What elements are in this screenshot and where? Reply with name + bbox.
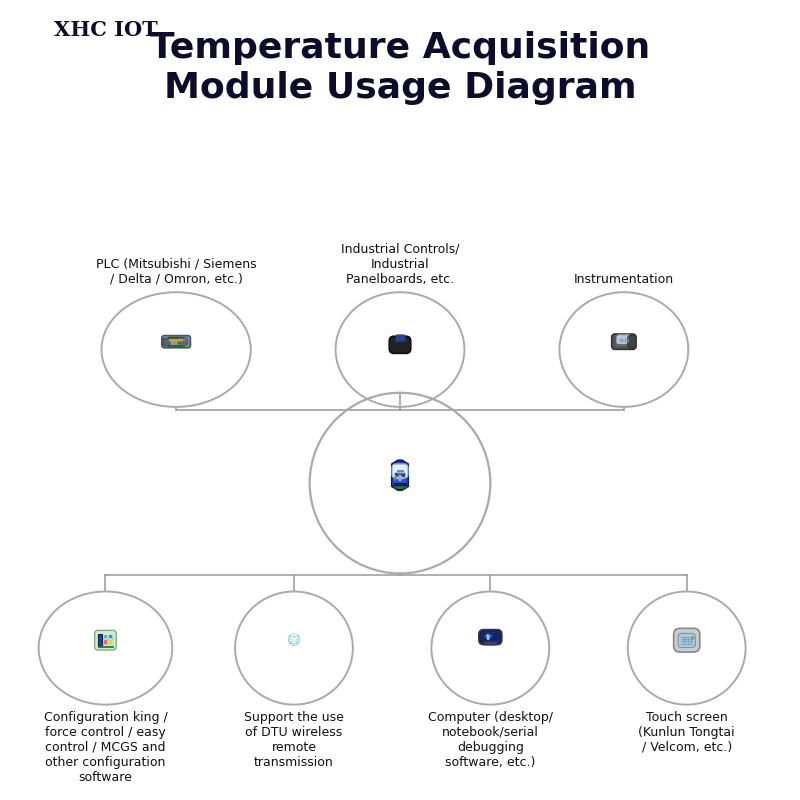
Bar xyxy=(626,344,629,346)
Bar xyxy=(180,337,181,338)
Text: Temperature Acquisition
Module Usage Diagram: Temperature Acquisition Module Usage Dia… xyxy=(150,31,650,105)
Bar xyxy=(108,634,111,638)
FancyBboxPatch shape xyxy=(163,338,170,346)
Circle shape xyxy=(292,634,296,638)
Text: Touch screen
(Kunlun Tongtai
/ Velcom, etc.): Touch screen (Kunlun Tongtai / Velcom, e… xyxy=(638,711,735,754)
FancyBboxPatch shape xyxy=(178,341,188,346)
Circle shape xyxy=(399,475,401,477)
Polygon shape xyxy=(397,336,405,341)
FancyBboxPatch shape xyxy=(392,464,408,478)
Circle shape xyxy=(292,635,294,638)
Text: Support the use
of DTU wireless
remote
transmission: Support the use of DTU wireless remote t… xyxy=(244,711,344,769)
Circle shape xyxy=(394,476,396,477)
Bar xyxy=(178,337,179,338)
Text: Instrumentation: Instrumentation xyxy=(574,273,674,286)
Text: PLC (Mitsubishi / Siemens
/ Delta / Omron, etc.): PLC (Mitsubishi / Siemens / Delta / Omro… xyxy=(96,258,257,286)
Circle shape xyxy=(170,339,171,341)
FancyBboxPatch shape xyxy=(390,336,410,354)
Bar xyxy=(168,345,185,346)
Circle shape xyxy=(401,477,402,478)
Bar xyxy=(403,463,405,465)
FancyBboxPatch shape xyxy=(162,336,190,348)
Circle shape xyxy=(289,634,299,645)
Polygon shape xyxy=(392,461,408,490)
Bar xyxy=(103,639,107,643)
Bar xyxy=(394,465,406,467)
Circle shape xyxy=(178,339,179,341)
Bar xyxy=(400,486,401,488)
Text: Computer (desktop/
notebook/serial
debugging
software, etc.): Computer (desktop/ notebook/serial debug… xyxy=(428,711,553,769)
Circle shape xyxy=(181,339,182,341)
Text: Configuration king /
force control / easy
control / MCGS and
other configuration: Configuration king / force control / eas… xyxy=(43,711,167,784)
Circle shape xyxy=(175,339,177,341)
Bar xyxy=(171,337,173,338)
Text: Industrial Controls/
Industrial
Panelboards, etc.: Industrial Controls/ Industrial Panelboa… xyxy=(341,243,459,286)
FancyBboxPatch shape xyxy=(178,338,188,342)
Bar xyxy=(396,463,397,465)
FancyBboxPatch shape xyxy=(178,339,188,344)
Circle shape xyxy=(693,638,694,639)
Bar xyxy=(400,463,401,465)
Bar xyxy=(399,486,400,488)
Bar xyxy=(624,344,626,346)
Bar xyxy=(108,639,111,643)
Bar xyxy=(399,463,400,465)
Bar xyxy=(618,344,621,346)
Bar xyxy=(170,337,171,338)
Circle shape xyxy=(172,339,174,341)
Bar xyxy=(396,486,397,488)
Bar xyxy=(183,337,184,338)
Bar xyxy=(394,486,395,488)
Polygon shape xyxy=(396,335,406,341)
Bar xyxy=(402,463,403,465)
FancyBboxPatch shape xyxy=(483,638,498,645)
FancyBboxPatch shape xyxy=(617,335,631,344)
Bar xyxy=(177,337,178,338)
Polygon shape xyxy=(394,462,406,488)
Circle shape xyxy=(394,479,396,480)
Circle shape xyxy=(399,477,401,478)
Bar xyxy=(402,486,403,488)
Circle shape xyxy=(399,479,401,480)
Bar xyxy=(175,337,176,338)
FancyBboxPatch shape xyxy=(479,630,502,645)
Circle shape xyxy=(693,637,694,638)
Bar xyxy=(397,486,398,488)
FancyBboxPatch shape xyxy=(94,630,116,650)
FancyBboxPatch shape xyxy=(612,334,636,350)
Bar xyxy=(616,344,618,346)
FancyBboxPatch shape xyxy=(482,633,498,642)
Bar xyxy=(405,486,406,488)
Bar xyxy=(397,463,398,465)
Bar xyxy=(621,344,623,346)
FancyBboxPatch shape xyxy=(678,634,695,647)
Bar xyxy=(102,635,112,644)
Bar xyxy=(405,463,406,465)
Text: XHC IOT: XHC IOT xyxy=(54,20,158,40)
Bar xyxy=(168,337,185,338)
Bar xyxy=(103,634,107,638)
Circle shape xyxy=(398,477,399,478)
Circle shape xyxy=(293,636,295,638)
Bar xyxy=(98,634,102,646)
Circle shape xyxy=(294,635,296,638)
FancyBboxPatch shape xyxy=(394,473,406,478)
Bar xyxy=(630,344,631,346)
FancyBboxPatch shape xyxy=(674,628,700,652)
Bar xyxy=(394,463,395,465)
FancyBboxPatch shape xyxy=(628,335,636,348)
Bar xyxy=(403,486,405,488)
Bar xyxy=(168,337,170,338)
Bar xyxy=(394,483,406,486)
